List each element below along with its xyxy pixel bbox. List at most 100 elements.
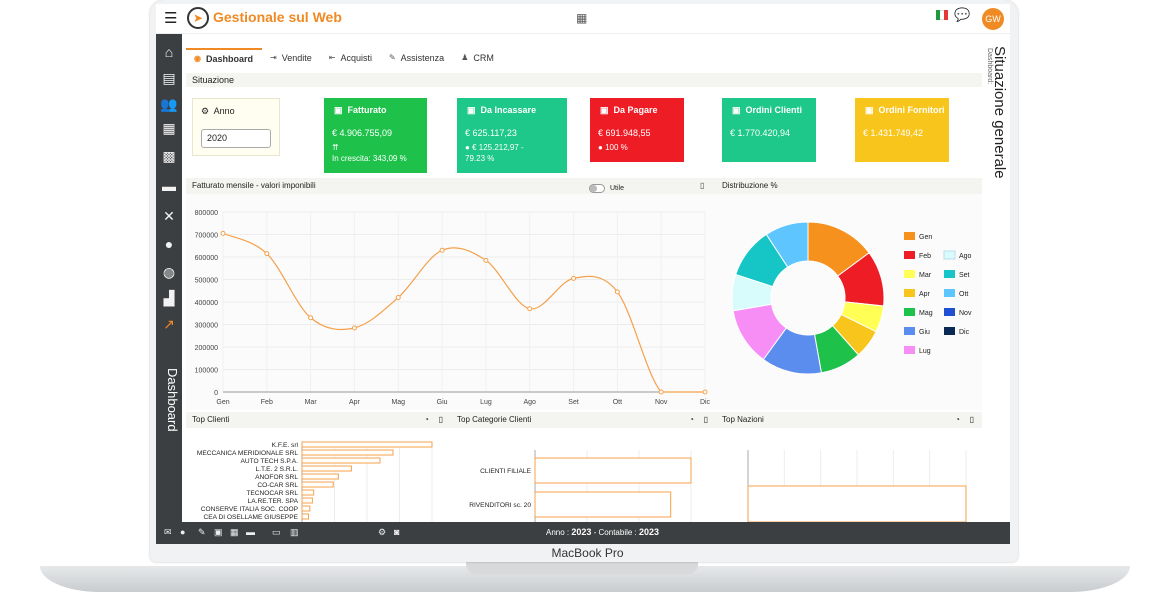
kpi-card-da-incassare[interactable]: ▣ Da Incassare € 625.117,23 ● € 125.212,97… [457,98,567,173]
bar[interactable] [301,473,339,480]
home-icon[interactable]: ⌂ [164,44,174,60]
italy-flag-icon[interactable] [936,10,948,20]
kpi-card-fatturato[interactable]: ▣ Fatturato € 4.906.755,09 ⇈ In crescita: 3… [324,98,427,173]
x-tick-label: Giu [437,399,448,406]
contacts-icon[interactable]: ▣ [214,527,223,537]
data-point[interactable] [483,257,489,263]
car-icon[interactable]: ▬ [162,178,176,194]
category-label: RIVENDITORI sc. 20 [469,502,531,509]
tab-vendite[interactable]: ⇥ Vendite [262,48,321,70]
kpi-title: ▣ Ordini Fornitori [865,105,945,115]
legend-label[interactable]: Feb [919,253,931,260]
kpi-trend-icon: ⇈ [332,143,339,152]
data-point[interactable] [571,275,577,281]
utile-toggle[interactable] [589,184,605,193]
data-point[interactable] [220,230,226,236]
data-point[interactable] [614,289,620,295]
people-icon[interactable]: 👥 [160,96,178,112]
wallet-icon: ▣ [467,105,476,115]
export-icon[interactable]: ▯ [438,415,443,424]
menu-icon[interactable]: ☰ [164,10,178,27]
folder-icon[interactable]: ▭ [272,527,281,537]
bar[interactable] [301,449,394,456]
mail-icon[interactable]: ✉ [164,527,172,537]
pie-toggle-icon[interactable]: ◔ [424,415,429,424]
bar[interactable] [301,489,315,496]
chat-icon[interactable]: ● [180,527,186,537]
car-icon[interactable]: ▬ [246,527,255,537]
legend-label[interactable]: Lug [919,348,931,355]
money-icon: ▣ [334,105,343,115]
bar[interactable] [301,441,433,448]
export-icon[interactable]: ▯ [703,415,708,424]
data-point[interactable] [308,315,314,321]
trash-icon[interactable]: ▥ [290,527,299,537]
bar[interactable] [747,485,967,522]
boxes-icon[interactable]: ▦ [162,120,176,136]
kpi-card-da-pagare[interactable]: ▣ Da Pagare € 691.948,55 ● 100 % [590,98,684,162]
tab-label: Vendite [281,53,312,63]
tools-icon[interactable]: ✕ [163,208,175,224]
legend-label[interactable]: Mar [919,272,932,279]
legend-label[interactable]: Gen [919,234,932,241]
calculator-icon[interactable]: ▦ [576,11,588,25]
edit-icon[interactable]: ✎ [198,527,206,537]
legend-label[interactable]: Dic [959,329,970,336]
export-icon[interactable]: ▯ [700,181,705,190]
tab-crm[interactable]: ♟ CRM [453,48,503,70]
camera-icon[interactable]: ◙ [394,527,400,537]
bar[interactable] [534,491,672,518]
kpi-card-ordini-fornitori[interactable]: ▣ Ordini Fornitori € 1.431.749,42 [855,98,949,162]
data-point[interactable] [527,306,533,312]
legend-swatch [904,327,915,335]
tab-acquisti[interactable]: ⇤ Acquisti [321,48,381,70]
data-point[interactable] [439,247,445,253]
export-icon[interactable]: ▯ [969,415,974,424]
legend-label[interactable]: Set [959,272,970,279]
chart-icon[interactable]: ↗ [163,316,175,332]
year-input[interactable]: 2020 [201,129,271,148]
fatturato-panel-title: Fatturato mensile - valori imponibili [192,181,316,190]
tab-assistenza[interactable]: ✎ Assistenza [381,48,453,70]
bar[interactable] [301,465,352,472]
x-tick-label: Mar [305,399,318,406]
bar[interactable] [534,457,692,484]
pie-toggle-icon[interactable]: ◔ [955,415,960,424]
data-point[interactable] [702,389,708,395]
bar[interactable] [301,505,311,512]
settings-icon[interactable]: ⚙ [378,527,387,537]
bar[interactable] [301,513,309,520]
tab-dashboard[interactable]: ◉ Dashboard [186,48,262,70]
calculator-icon[interactable]: ▩ [162,148,176,164]
legend-label[interactable]: Ott [959,291,968,298]
legend-label[interactable]: Nov [959,310,972,317]
legend-label[interactable]: Ago [959,253,972,260]
data-point[interactable] [264,251,270,257]
category-label: K.F.E. srl [272,442,299,449]
tab-label: Assistenza [400,53,445,63]
bar[interactable] [301,497,313,504]
user-icon[interactable]: ● [164,236,174,252]
globe-icon[interactable]: ◍ [162,264,176,280]
pie-toggle-icon[interactable]: ◔ [689,415,694,424]
truck-icon: ▣ [865,105,874,115]
document-icon[interactable]: ▤ [162,70,176,86]
legend-label[interactable]: Giu [919,329,930,336]
avatar[interactable]: GW [982,8,1004,30]
category-label: CONSERVE ITALIA SOC. COOP [201,506,299,513]
legend-label[interactable]: Apr [919,291,931,298]
panel-title: Top Categorie Clienti [457,415,532,424]
support-chat-icon[interactable]: 💬 [954,7,971,22]
factory-icon[interactable]: ▟ [163,290,175,306]
kpi-card-ordini-clienti[interactable]: ▣ Ordini Clienti € 1.770.420,94 [722,98,816,162]
year-filter: ⚙ Anno 2020 [192,98,280,156]
data-point[interactable] [351,325,357,331]
slice-ott[interactable] [765,221,809,268]
data-point[interactable] [395,295,401,300]
bar[interactable] [301,457,381,464]
bar[interactable] [301,481,334,488]
calendar-icon[interactable]: ▦ [230,527,239,537]
data-point[interactable] [658,389,664,395]
panel-title: Top Nazioni [722,415,764,424]
legend-label[interactable]: Mag [919,310,933,317]
